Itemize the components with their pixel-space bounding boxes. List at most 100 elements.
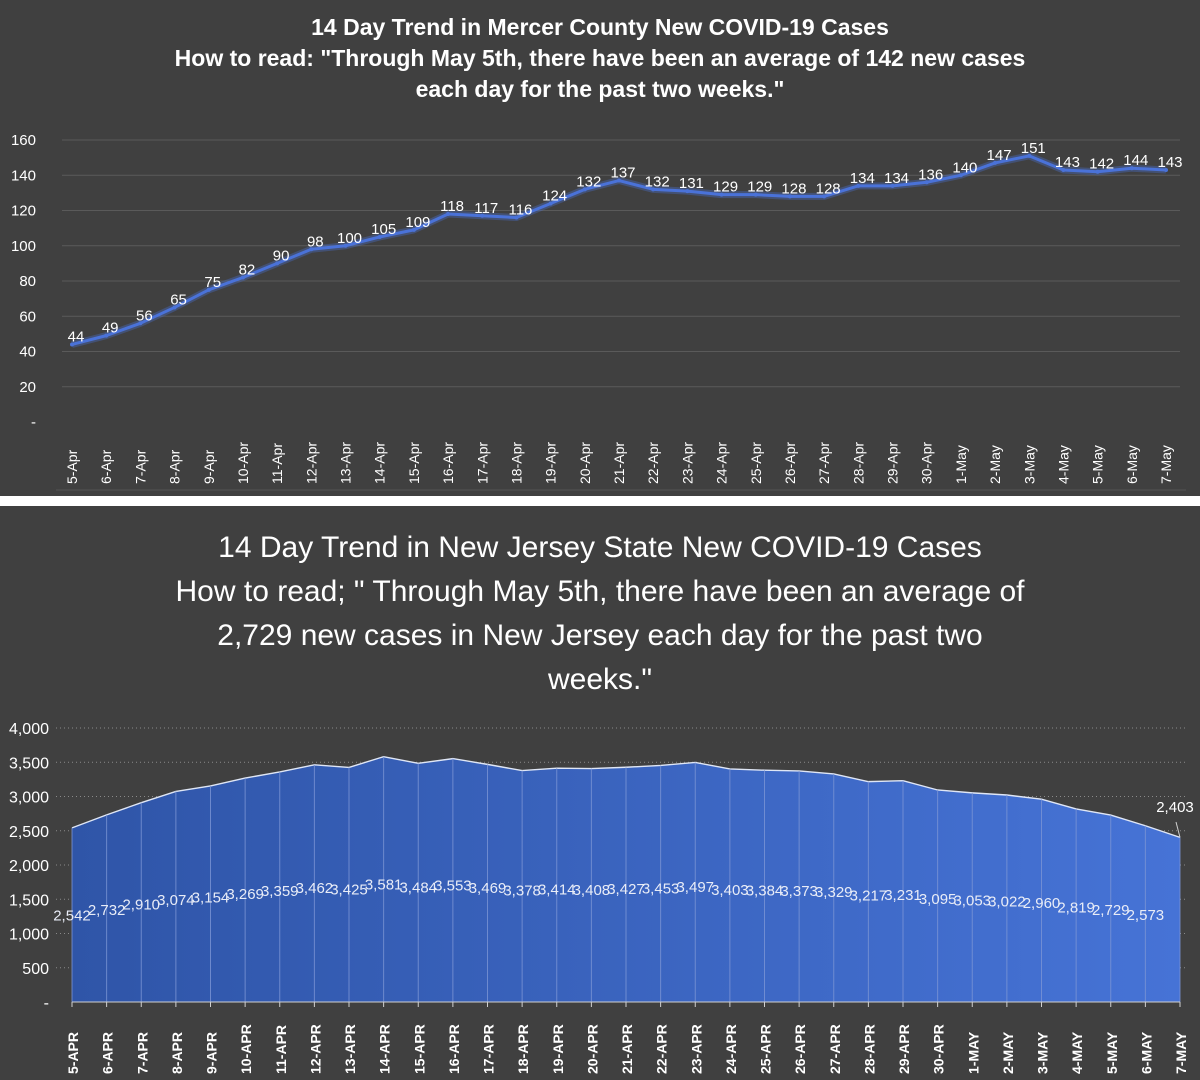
mercer-data-label: 105 <box>371 221 396 238</box>
nj-x-tick-label: 17-APR <box>481 1024 497 1074</box>
mercer-y-tick-label: 100 <box>11 238 36 255</box>
nj-data-label: 3,427 <box>607 881 645 898</box>
mercer-x-tick-label: 14-Apr <box>372 442 388 484</box>
mercer-data-label: 128 <box>781 180 806 197</box>
nj-data-label: 3,022 <box>988 893 1026 910</box>
mercer-data-label: 44 <box>68 328 85 345</box>
mercer-data-point <box>275 261 280 266</box>
nj-x-tick-label: 29-APR <box>896 1024 912 1074</box>
mercer-data-label: 137 <box>610 165 635 182</box>
mercer-data-label: 132 <box>576 173 601 190</box>
nj-x-tick-label: 8-APR <box>169 1032 185 1074</box>
mercer-data-label: 100 <box>337 230 362 247</box>
mercer-x-tick-label: 12-Apr <box>303 442 319 484</box>
mercer-data-point <box>548 201 553 206</box>
mercer-data-point <box>890 183 895 188</box>
panel-divider <box>0 496 1200 506</box>
mercer-data-point <box>856 183 861 188</box>
mercer-x-tick-label: 5-Apr <box>64 449 80 484</box>
mercer-data-point <box>1164 167 1168 172</box>
nj-x-tick-label: 9-APR <box>204 1032 220 1074</box>
mercer-y-tick-label: 160 <box>11 132 36 149</box>
mercer-line-chart: - 20 40 60 80 100 120 140 160 5-Apr 6-Apr 7-Apr 8-Ap… <box>11 132 1186 491</box>
mercer-data-label: 136 <box>918 166 943 183</box>
mercer-data-label: 49 <box>102 320 119 337</box>
nj-data-label: 3,553 <box>434 877 472 894</box>
mercer-x-tick-label: 26-Apr <box>782 442 798 484</box>
mercer-data-label: 98 <box>307 233 324 250</box>
nj-x-tick-label: 7-APR <box>134 1032 150 1074</box>
nj-data-label: 2,542 <box>53 908 91 925</box>
mercer-data-label: 65 <box>170 291 187 308</box>
mercer-x-tick-label: 22-Apr <box>645 442 661 484</box>
nj-x-tick-label: 12-APR <box>307 1024 323 1074</box>
nj-data-label: 2,573 <box>1127 907 1165 924</box>
nj-data-label: 3,154 <box>192 889 230 906</box>
nj-x-tick-label: 24-APR <box>723 1024 739 1074</box>
mercer-x-tick-label: 18-Apr <box>508 442 524 484</box>
mercer-y-tick-label: 40 <box>19 344 36 361</box>
mercer-data-point <box>446 212 451 217</box>
mercer-data-point <box>206 287 211 292</box>
mercer-y-tick-label: 140 <box>11 167 36 184</box>
mercer-data-point <box>617 178 621 183</box>
mercer-data-label: 82 <box>239 261 256 278</box>
nj-x-tick-label: 14-APR <box>377 1024 393 1074</box>
mercer-x-tick-label: 17-Apr <box>474 442 490 484</box>
mercer-data-label: 142 <box>1089 156 1114 173</box>
mercer-data-point <box>309 247 314 252</box>
nj-data-label: 3,425 <box>330 881 368 898</box>
nj-y-tick-label: - <box>44 995 49 1012</box>
nj-x-tick-label: 20-APR <box>584 1024 600 1074</box>
mercer-data-point <box>924 180 929 185</box>
nj-x-tick-label: 18-APR <box>515 1024 531 1074</box>
mercer-x-tick-label: 29-Apr <box>885 442 901 484</box>
mercer-data-label: 128 <box>816 180 841 197</box>
nj-x-tick-label: 2-MAY <box>1000 1031 1016 1074</box>
mercer-x-tick-label: 30-Apr <box>919 442 935 484</box>
mercer-data-point <box>138 321 143 326</box>
mercer-data-label: 132 <box>645 173 670 190</box>
nj-data-label: 3,497 <box>676 879 714 896</box>
nj-x-tick-label: 1-MAY <box>965 1031 981 1074</box>
mercer-data-point <box>377 234 382 239</box>
nj-x-tick-label: 4-MAY <box>1069 1031 1085 1074</box>
nj-x-tick-label: 19-APR <box>550 1024 566 1074</box>
nj-y-tick-label: 3,500 <box>9 755 49 772</box>
nj-data-label: 3,414 <box>538 882 576 899</box>
mercer-data-label: 143 <box>1157 154 1182 171</box>
nj-x-tick-label: 16-APR <box>446 1024 462 1074</box>
mercer-data-point <box>993 160 998 165</box>
mercer-data-point <box>685 189 690 194</box>
mercer-x-tick-label: 21-Apr <box>611 442 627 484</box>
mercer-data-point <box>1129 166 1134 171</box>
nj-x-tick-label: 21-APR <box>619 1024 635 1074</box>
nj-y-tick-label: 500 <box>22 961 49 978</box>
nj-data-label: 3,581 <box>365 877 403 894</box>
nj-data-label: 3,095 <box>919 891 957 908</box>
mercer-x-tick-label: 25-Apr <box>748 442 764 484</box>
mercer-data-point <box>1095 169 1100 174</box>
mercer-y-tick-label: 20 <box>19 379 36 396</box>
mercer-data-label: 143 <box>1055 154 1080 171</box>
nj-x-tick-label: 13-APR <box>342 1024 358 1074</box>
nj-y-tick-label: 1,000 <box>9 927 49 944</box>
mercer-data-label: 124 <box>542 187 567 204</box>
nj-x-tick-label: 22-APR <box>654 1024 670 1074</box>
mercer-y-tick-label: 80 <box>19 273 36 290</box>
nj-x-tick-label: 11-APR <box>273 1025 289 1074</box>
mercer-data-point <box>240 275 245 280</box>
mercer-data-label: 118 <box>440 198 464 215</box>
mercer-data-label: 90 <box>273 247 290 264</box>
nj-x-tick-label: 27-APR <box>827 1024 843 1074</box>
mercer-data-point <box>1027 153 1032 158</box>
mercer-data-label: 116 <box>508 202 532 219</box>
mercer-x-tick-label: 11-Apr <box>269 443 285 484</box>
mercer-y-tick-label: 120 <box>11 203 36 220</box>
mercer-data-label: 134 <box>850 170 875 187</box>
nj-data-label: 3,329 <box>815 884 853 901</box>
mercer-x-tick-label: 19-Apr <box>543 442 559 484</box>
mercer-x-tick-label: 24-Apr <box>714 442 730 484</box>
mercer-chart-title: 14 Day Trend in Mercer County New COVID-… <box>311 14 889 40</box>
mercer-data-label: 134 <box>884 170 909 187</box>
